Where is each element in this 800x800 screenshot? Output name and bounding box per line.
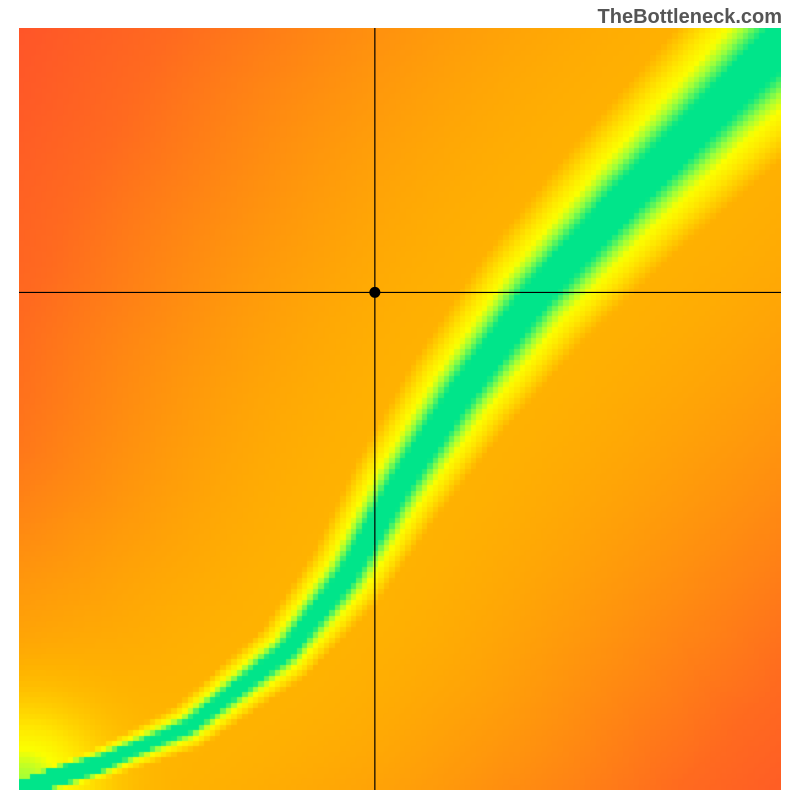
watermark: TheBottleneck.com [598,6,782,29]
heatmap-chart [19,28,781,790]
heatmap-canvas [19,28,781,790]
